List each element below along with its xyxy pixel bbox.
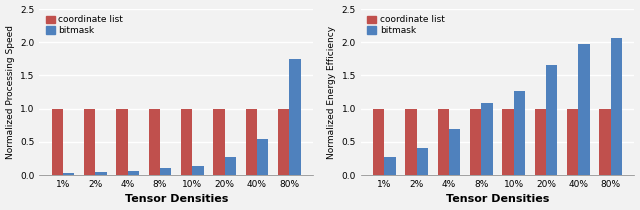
- Bar: [193, 166, 204, 175]
- Bar: [148, 109, 160, 175]
- Bar: [481, 103, 493, 175]
- Bar: [535, 109, 546, 175]
- X-axis label: Tensor Densities: Tensor Densities: [125, 194, 228, 205]
- Y-axis label: Normalized Energy Efficiency: Normalized Energy Efficiency: [327, 25, 336, 159]
- Bar: [181, 109, 193, 175]
- Bar: [502, 109, 514, 175]
- Bar: [278, 109, 289, 175]
- Bar: [225, 157, 236, 175]
- Bar: [417, 148, 428, 175]
- Bar: [116, 109, 128, 175]
- Bar: [84, 109, 95, 175]
- Bar: [246, 109, 257, 175]
- Bar: [611, 38, 622, 175]
- Bar: [514, 91, 525, 175]
- Bar: [385, 157, 396, 175]
- Bar: [406, 109, 417, 175]
- Bar: [579, 44, 589, 175]
- Bar: [546, 66, 557, 175]
- Bar: [373, 109, 385, 175]
- Bar: [63, 173, 74, 175]
- Bar: [213, 109, 225, 175]
- Legend: coordinate list, bitmask: coordinate list, bitmask: [44, 14, 125, 37]
- Bar: [128, 171, 139, 175]
- Bar: [567, 109, 579, 175]
- Bar: [257, 139, 268, 175]
- Bar: [438, 109, 449, 175]
- Bar: [95, 172, 107, 175]
- Bar: [52, 109, 63, 175]
- Bar: [449, 129, 460, 175]
- Bar: [600, 109, 611, 175]
- X-axis label: Tensor Densities: Tensor Densities: [446, 194, 549, 205]
- Y-axis label: Normalized Processing Speed: Normalized Processing Speed: [6, 25, 15, 159]
- Bar: [470, 109, 481, 175]
- Legend: coordinate list, bitmask: coordinate list, bitmask: [365, 14, 446, 37]
- Bar: [160, 168, 172, 175]
- Bar: [289, 59, 301, 175]
